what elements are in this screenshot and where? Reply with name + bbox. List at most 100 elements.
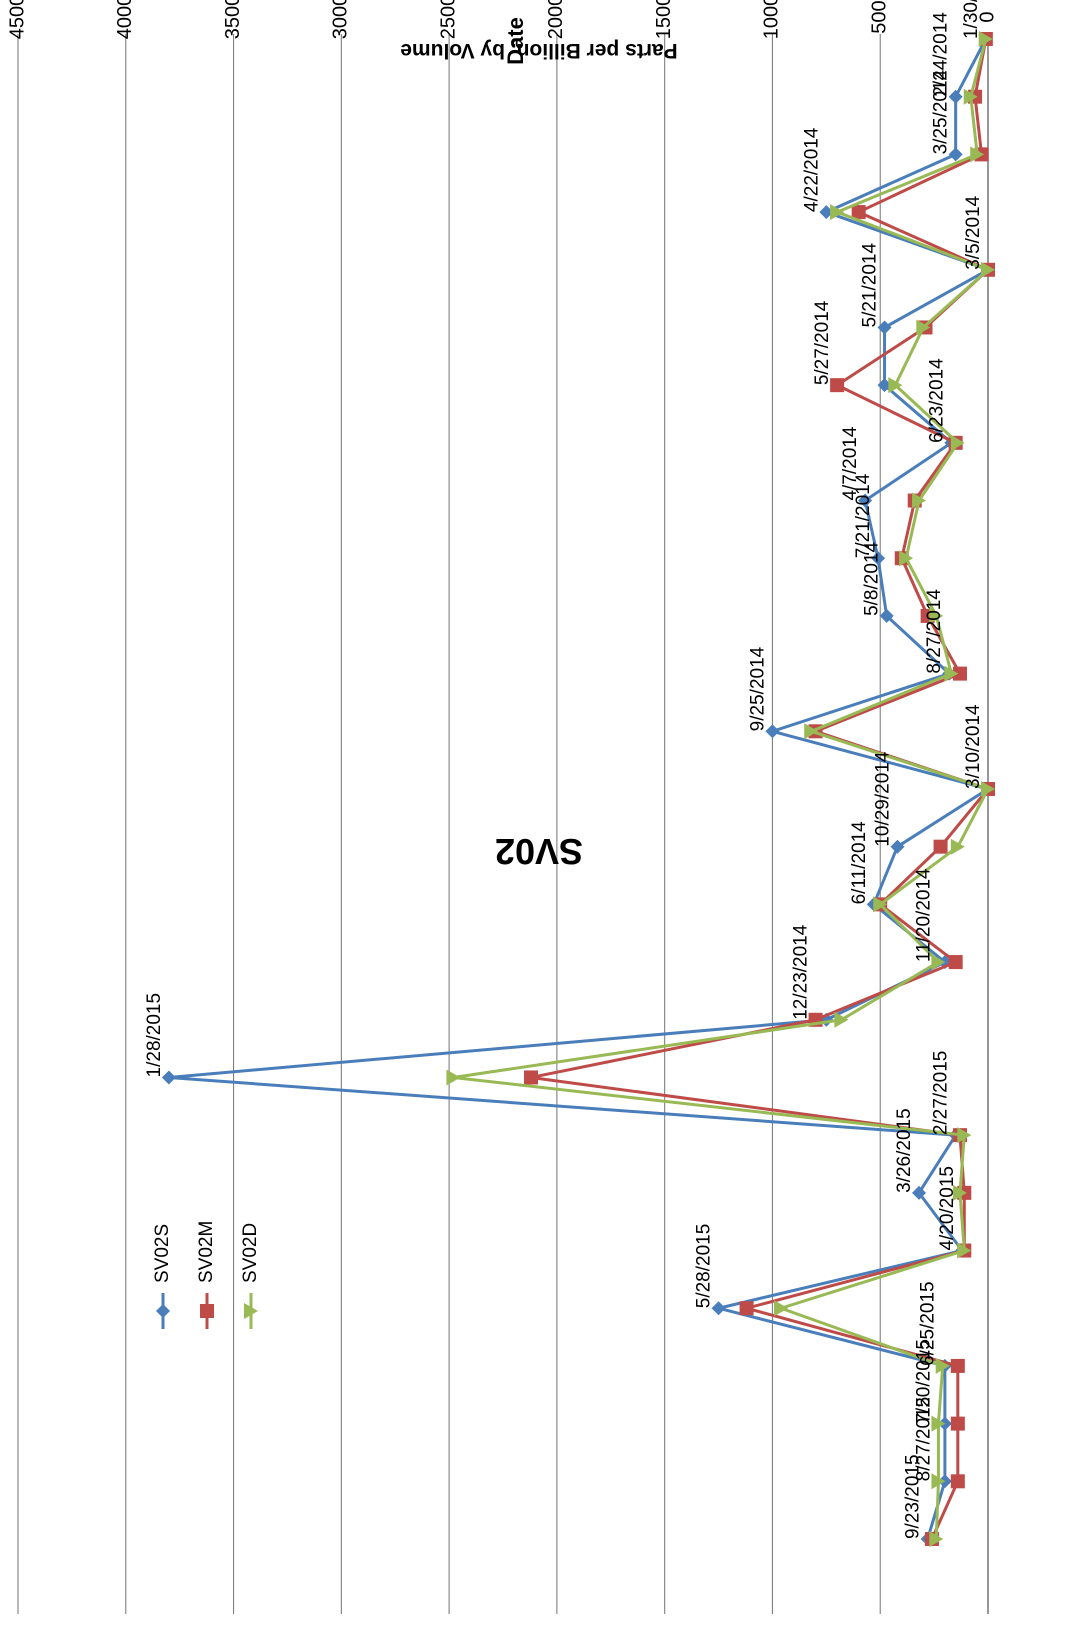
gridlines — [17, 34, 989, 1614]
point-SV02M — [948, 955, 963, 970]
point-SV02D — [834, 1011, 849, 1028]
point-label: 2/24/2014 — [931, 12, 952, 97]
legend-label-SV02S: SV02S — [152, 1224, 173, 1283]
point-SV02D — [873, 896, 888, 913]
point-label: 3/26/2015 — [894, 1108, 915, 1193]
point-label: 3/5/2014 — [963, 195, 984, 269]
point-SV02D — [950, 434, 965, 451]
x-axis-title: Date — [503, 17, 528, 65]
point-SV02D — [978, 31, 993, 47]
y-axis-title: Parts per Billion, by Volume — [400, 39, 677, 62]
y-tick-label: 3500 — [222, 0, 244, 39]
point-label: 12/23/2014 — [791, 924, 812, 1020]
point-SV02M — [524, 1070, 539, 1085]
y-tick-label: 500 — [869, 0, 891, 33]
point-label: 7/21/2014 — [853, 473, 874, 558]
series-line-SV02D — [453, 38, 991, 1540]
point-SV02D — [888, 377, 903, 394]
y-tick-label: 1000 — [761, 0, 783, 39]
point-SV02S — [877, 320, 892, 335]
point-SV02M — [933, 839, 948, 854]
point-label: 10/29/2014 — [872, 751, 893, 847]
point-SV02D — [899, 550, 914, 567]
point-SV02S — [765, 724, 780, 739]
point-SV02D — [981, 781, 995, 797]
point-label: 3/25/2014 — [931, 69, 952, 154]
point-SV02M — [952, 666, 967, 681]
point-SV02S — [858, 493, 873, 508]
point-SV02D — [950, 838, 965, 855]
point-label: 3/10/2014 — [963, 704, 984, 789]
point-SV02D — [935, 1357, 950, 1374]
point-SV02D — [963, 88, 978, 105]
point-label: 1/30/2014 — [961, 0, 982, 39]
legend-label-SV02D: SV02D — [240, 1223, 261, 1283]
point-SV02D — [981, 261, 995, 278]
point-SV02S — [819, 205, 834, 220]
point-SV02D — [931, 954, 946, 971]
point-SV02S — [161, 1070, 176, 1085]
legend-marker-SV02S — [156, 1304, 170, 1318]
y-tick-label: 0 — [976, 11, 998, 22]
point-SV02D — [931, 1415, 946, 1432]
point-SV02M — [950, 1358, 965, 1373]
point-SV02M — [950, 1474, 965, 1489]
point-SV02S — [890, 839, 905, 854]
point-label: 6/11/2014 — [849, 821, 870, 905]
legend-marker-SV02D — [244, 1303, 258, 1319]
y-tick-label: 2000 — [545, 0, 567, 39]
chart-title: SV02 — [495, 831, 583, 872]
legend-label-SV02M: SV02M — [196, 1221, 217, 1283]
point-SV02S — [871, 551, 886, 566]
point-SV02D — [912, 492, 927, 509]
point-SV02S — [879, 608, 894, 623]
y-tick-label: 3000 — [330, 0, 352, 39]
point-SV02D — [774, 1300, 789, 1317]
point-SV02D — [929, 1531, 944, 1547]
point-label: 8/27/2014 — [924, 589, 945, 674]
point-SV02S — [711, 1301, 726, 1316]
point-label: 6/23/2014 — [926, 358, 947, 443]
point-label: 6/25/2015 — [918, 1281, 939, 1366]
y-tick-label: 4500 — [6, 0, 28, 39]
point-label: 4/7/2014 — [840, 426, 861, 500]
point-label: 5/8/2014 — [862, 542, 883, 616]
y-axis-ticks: 0 500 1000 1500 2000 2500 3000 3500 4000 4500 — [6, 0, 998, 39]
point-SV02D — [957, 1127, 972, 1144]
point-SV02S — [948, 89, 963, 104]
point-SV02S — [877, 378, 892, 393]
point-SV02D — [446, 1069, 461, 1086]
point-SV02D — [944, 665, 959, 682]
point-label: 9/25/2014 — [747, 646, 768, 731]
point-SV02M — [739, 1301, 754, 1316]
point-SV02D — [804, 723, 819, 740]
series-layer — [161, 31, 995, 1547]
y-tick-label: 4000 — [114, 0, 136, 39]
legend: SV02S SV02M SV02D — [152, 1221, 261, 1329]
point-label: 2/27/2015 — [931, 1051, 952, 1136]
point-SV02D — [830, 204, 845, 221]
point-label: 5/27/2014 — [812, 300, 833, 385]
point-SV02M — [950, 1416, 965, 1431]
point-label: 4/22/2014 — [801, 127, 822, 212]
y-tick-label: 2500 — [437, 0, 459, 39]
point-SV02S — [912, 1185, 927, 1200]
point-label: 8/27/2015 — [913, 1397, 934, 1482]
point-SV02D — [970, 146, 985, 163]
point-label: 1/28/2015 — [144, 993, 165, 1078]
point-label: 5/21/2014 — [860, 243, 881, 328]
legend-marker-SV02M — [200, 1304, 214, 1318]
point-SV02D — [957, 1242, 972, 1259]
y-tick-label: 1500 — [653, 0, 675, 39]
point-label: 9/23/2015 — [903, 1454, 924, 1539]
point-label: 5/28/2015 — [694, 1224, 715, 1309]
point-SV02M — [830, 378, 845, 393]
point-SV02D — [929, 607, 944, 624]
point-SV02D — [931, 1473, 946, 1490]
point-SV02D — [916, 319, 931, 336]
point-SV02D — [952, 1184, 967, 1201]
point-label: 7/20/2015 — [913, 1339, 934, 1424]
point-label: 11/20/2014 — [913, 868, 934, 962]
